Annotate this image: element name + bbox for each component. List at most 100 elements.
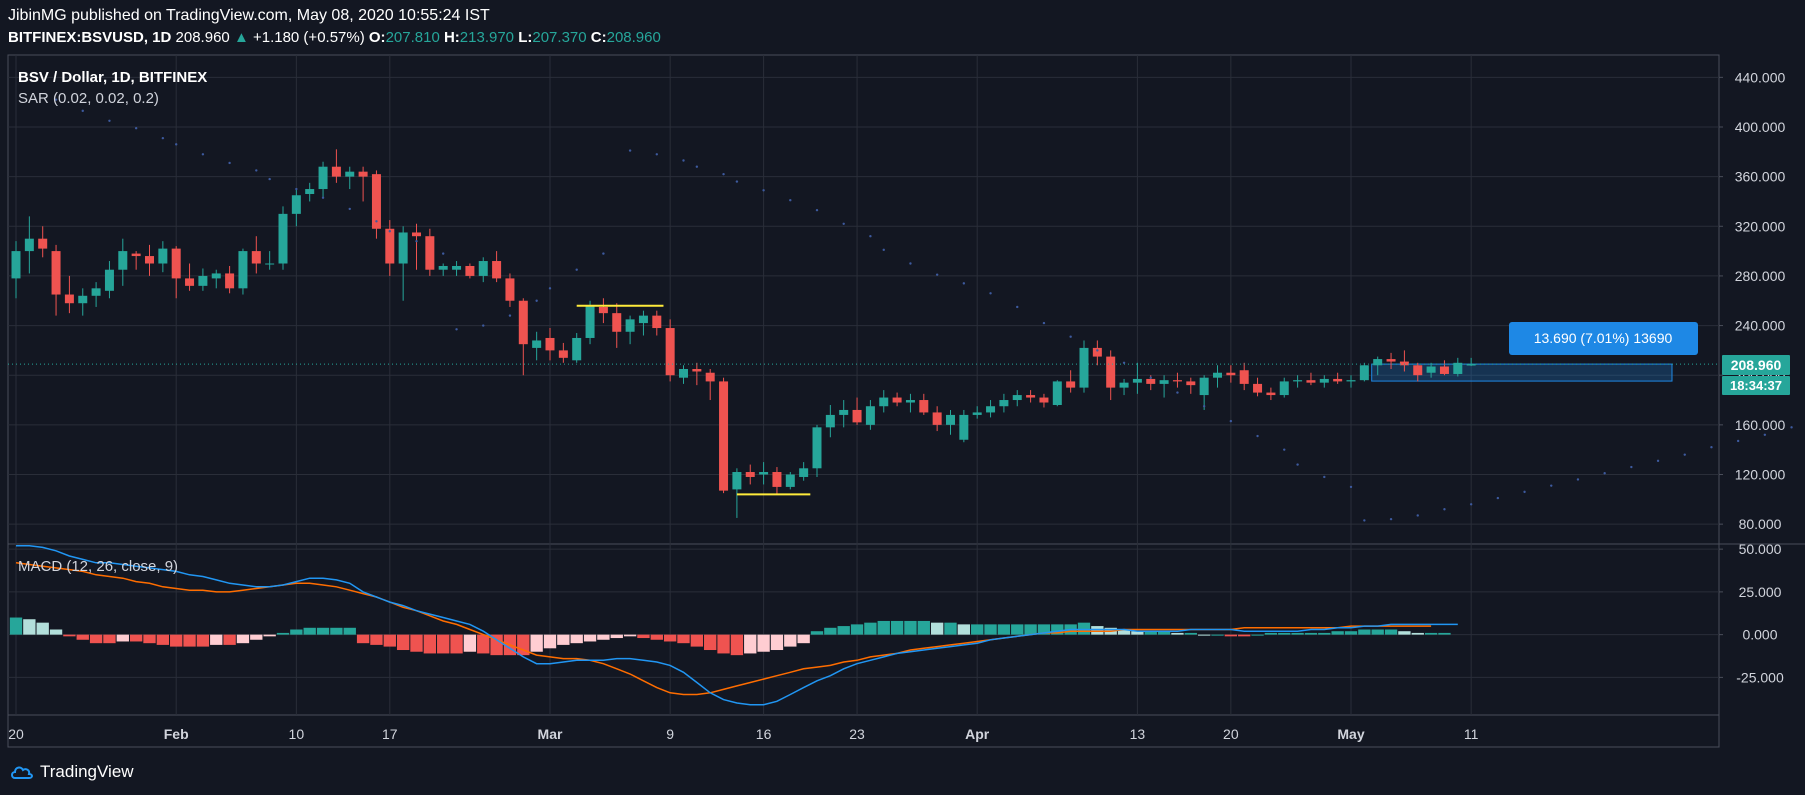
macd-histogram-bar [1117,629,1131,635]
candle-body [1373,359,1383,366]
sar-dot [175,143,178,146]
sar-dot [255,169,258,172]
price-tick-label: 400.000 [1735,119,1786,135]
candle-body [1052,381,1062,405]
candle-body [1399,361,1409,366]
candle-body [999,400,1009,407]
candle-body [865,406,875,425]
candle-body [1106,356,1116,388]
candle-body [1306,380,1316,383]
tradingview-logo[interactable]: TradingView [10,762,134,782]
sar-dot [508,314,512,317]
macd-histogram-bar [1344,631,1358,635]
macd-histogram-bar [490,634,503,656]
candle-body [665,328,675,376]
candle-body [78,295,88,304]
macd-histogram-bar [1077,622,1091,635]
macd-histogram-bar [1304,632,1318,635]
axis-labels: 440.000 400.000 360.000 320.000 280.000 240.0… [8,69,1785,742]
macd-histogram-bar [1238,634,1251,637]
macd-histogram-bar [677,634,690,644]
candle-body [1172,380,1182,382]
macd-histogram-bar [210,634,223,645]
macd-histogram-bar [690,634,704,647]
sar-dot [1256,434,1259,438]
macd-histogram-bar [904,620,917,635]
candle-body [438,265,448,270]
countdown-tag-text: 18:34:37 [1730,378,1782,393]
macd-histogram-bar [1264,632,1278,635]
price-tick-label: 160.000 [1735,417,1786,433]
sar-dot [388,230,391,233]
sar-indicator-label[interactable]: SAR (0.02, 0.02, 0.2) [18,90,159,107]
macd-histogram-bar [623,634,637,637]
candle-body [145,256,154,264]
macd-histogram-bar [49,629,63,635]
time-tick-label: 16 [756,726,772,742]
close-label: C: [590,29,607,46]
candle-body [1146,378,1156,384]
candle-body [478,261,488,276]
macd-histogram-bar [1291,632,1304,635]
candle-body [1066,381,1076,388]
open-label: O: [368,29,386,46]
sar-dot [482,324,485,327]
macd-histogram-bar [9,617,23,635]
sar-dot [161,136,165,140]
macd-histogram-bar [944,622,957,635]
time-tick-label: 20 [8,726,24,742]
sar-dot [1683,453,1686,456]
macd-tick-label: 0.000 [1742,627,1777,643]
macd-histogram-bar [797,634,810,644]
macd-histogram-bar [583,634,597,642]
macd-histogram-bar [1371,629,1384,635]
candle-body [625,319,635,332]
sar-dot [348,207,351,211]
macd-histogram-bar [650,634,663,640]
sar-dot [1202,405,1206,408]
macd-histogram-bar [570,634,583,644]
price-tick-label: 440.000 [1735,69,1786,85]
sar-dot [1349,485,1353,489]
time-tick-label: 9 [666,726,674,742]
macd-histogram-bar [1091,626,1104,635]
open-value: 207.810 [385,29,440,46]
macd-histogram-bar [36,622,49,635]
sar-dot [1576,478,1580,481]
sar-dot [228,161,231,165]
macd-histogram-bar [23,619,36,635]
symbol-label[interactable]: BITFINEX:BSVUSD, 1D [8,29,172,46]
macd-histogram-bar [704,634,717,651]
candle-body [839,409,849,415]
macd-histogram-bar [784,634,797,647]
sar-dot [1790,426,1793,429]
macd-histogram-bar [143,634,156,644]
sar-dot [882,248,885,252]
macd-histogram-bar [410,634,423,652]
macd-histogram-bar [730,634,744,656]
candle-body [1119,382,1129,388]
candle-body [572,337,582,361]
macd-histogram-bar [971,624,984,635]
macd-histogram-bar [770,634,784,651]
macd-histogram-bar [1318,632,1331,635]
macd-histogram-bar [890,620,904,635]
candle-body [1466,364,1476,366]
candle-body [1333,378,1343,382]
time-tick-label: Apr [965,726,990,742]
candle-body [1346,380,1356,382]
candle-body [745,472,755,477]
macd-indicator-label[interactable]: MACD (12, 26, close, 9) [18,558,178,575]
chart-frame [7,54,1720,748]
candle-body [465,265,475,276]
sar-dot [762,189,765,192]
macd-histogram-bar [864,622,877,635]
close-value: 208.960 [606,29,661,46]
macd-histogram-bar [850,624,864,635]
price-tick-label: 280.000 [1735,268,1786,284]
candle-body [879,397,889,407]
sar-dot [1096,349,1099,352]
sar-dots [54,98,1793,522]
candle-body [785,474,795,487]
